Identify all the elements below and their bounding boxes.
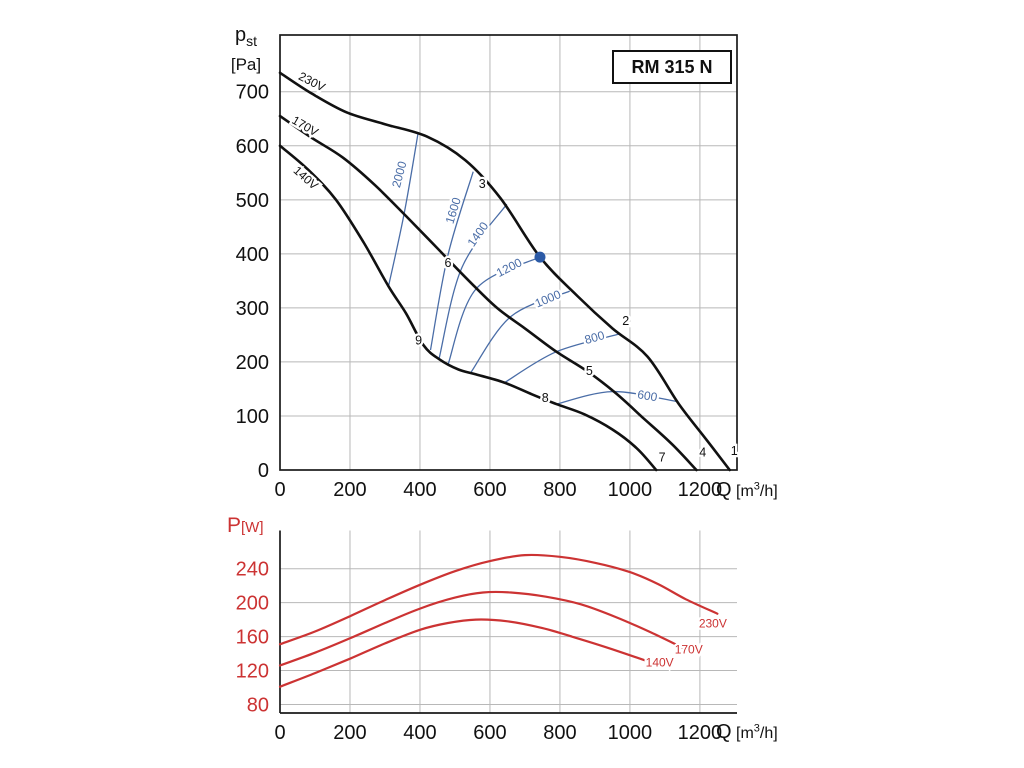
rpm-label-1000: 1000 bbox=[533, 287, 563, 310]
curve-point-number: 3 bbox=[479, 177, 486, 191]
y-tick-label: 400 bbox=[236, 244, 269, 266]
power-flow-chart: 0 200 400 600 800 1000 1200 80 120 160 200 240 230V 1… bbox=[236, 530, 737, 744]
curve-label-230V: 230V bbox=[296, 69, 327, 94]
curve-230V bbox=[278, 553, 719, 646]
x-tick-label: 0 bbox=[274, 722, 285, 744]
rpm-label-600: 600 bbox=[636, 387, 658, 404]
curve-point-number: 2 bbox=[622, 314, 629, 328]
curve-170V bbox=[278, 114, 698, 472]
operating-point-dot bbox=[534, 251, 546, 263]
model-title-box: RM 315 N bbox=[612, 50, 732, 84]
flow-axis-title-bottom: Q [m3/h] bbox=[716, 721, 778, 744]
flow-axis-title-top: Q [m3/h] bbox=[716, 479, 778, 502]
y-tick-label: 160 bbox=[236, 627, 269, 649]
rpm-line-1600 bbox=[429, 171, 474, 351]
flow-symbol: Q bbox=[716, 721, 732, 743]
rpm-label-1200: 1200 bbox=[494, 255, 524, 280]
y-tick-label: 300 bbox=[236, 298, 269, 320]
rpm-line-1400 bbox=[438, 203, 508, 359]
flow-unit-sup: 3 bbox=[753, 480, 760, 493]
power-axis-title: P[W] bbox=[227, 514, 264, 538]
curve-label-140V: 140V bbox=[291, 163, 321, 192]
x-tick-label: 800 bbox=[543, 479, 576, 501]
x-tick-label: 200 bbox=[333, 722, 366, 744]
curve-label-140V: 140V bbox=[646, 655, 674, 669]
grid bbox=[280, 35, 737, 470]
pressure-subscript: st bbox=[246, 33, 257, 49]
curve-label-170V: 170V bbox=[675, 643, 703, 657]
flow-unit-sup: 3 bbox=[753, 722, 760, 735]
curve-point-number: 4 bbox=[699, 445, 706, 459]
pressure-axis-title: pst [Pa] bbox=[214, 24, 278, 76]
curve-point-number: 5 bbox=[586, 364, 593, 378]
rpm-label-1400: 1400 bbox=[465, 219, 492, 249]
curve-170V bbox=[278, 590, 684, 667]
y-tick-label: 200 bbox=[236, 593, 269, 615]
flow-unit-pre: [m bbox=[736, 725, 754, 742]
pressure-symbol: p bbox=[234, 24, 247, 46]
model-title: RM 315 N bbox=[631, 56, 713, 77]
curve-point-number: 1 bbox=[731, 444, 738, 458]
curve-point-number: 7 bbox=[659, 450, 666, 464]
y-tick-label: 240 bbox=[236, 559, 269, 581]
curve-140V bbox=[278, 144, 658, 472]
y-tick-label: 600 bbox=[236, 136, 269, 158]
flow-unit-post: /h] bbox=[759, 725, 778, 742]
curve-point-number: 8 bbox=[542, 391, 549, 405]
curve-230V bbox=[278, 71, 731, 472]
y-tick-label: 500 bbox=[236, 190, 269, 212]
x-tick-label: 600 bbox=[473, 479, 506, 501]
y-tick-label: 0 bbox=[258, 460, 269, 482]
y-tick-label: 200 bbox=[236, 352, 269, 374]
power-unit: [W] bbox=[241, 519, 264, 536]
plot-frame bbox=[279, 34, 738, 471]
grid bbox=[280, 530, 737, 713]
flow-unit-pre: [m bbox=[736, 483, 754, 500]
pressure-flow-chart: 0 200 400 600 800 1000 12000100200300400500600… bbox=[236, 34, 740, 501]
x-tick-label: 200 bbox=[333, 479, 366, 501]
x-tick-label: 0 bbox=[274, 479, 285, 501]
curve-point-number: 9 bbox=[415, 334, 422, 348]
x-tick-label: 1200 bbox=[678, 479, 723, 501]
rpm-label-2000: 2000 bbox=[389, 159, 410, 189]
curve-140V bbox=[278, 618, 649, 688]
rpm-label-800: 800 bbox=[583, 328, 606, 347]
flow-symbol: Q bbox=[716, 479, 732, 501]
y-tick-label: 100 bbox=[236, 406, 269, 428]
x-tick-label: 800 bbox=[543, 722, 576, 744]
x-tick-label: 400 bbox=[403, 479, 436, 501]
curve-label-230V: 230V bbox=[699, 616, 727, 630]
power-symbol: P bbox=[227, 514, 242, 537]
y-tick-label: 700 bbox=[236, 82, 269, 104]
x-tick-label: 1000 bbox=[608, 479, 653, 501]
y-tick-label: 80 bbox=[247, 695, 269, 717]
pressure-unit: [Pa] bbox=[230, 55, 262, 74]
curve-label-170V: 170V bbox=[289, 113, 320, 139]
x-tick-label: 1200 bbox=[678, 722, 723, 744]
rpm-line-2000 bbox=[387, 132, 419, 287]
curve-point-number: 6 bbox=[444, 256, 451, 270]
flow-unit-post: /h] bbox=[759, 483, 778, 500]
x-tick-label: 1000 bbox=[608, 722, 653, 744]
rpm-line-1000 bbox=[470, 290, 570, 374]
x-tick-label: 400 bbox=[403, 722, 436, 744]
y-tick-label: 120 bbox=[236, 661, 269, 683]
x-tick-label: 600 bbox=[473, 722, 506, 744]
